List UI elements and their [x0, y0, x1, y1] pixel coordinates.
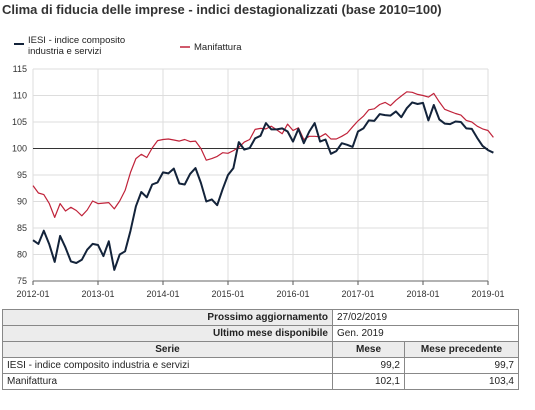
- table-header-row: Serie Mese Mese precedente: [2, 341, 519, 358]
- row-serie: IESI - indice composito industria e serv…: [2, 357, 333, 374]
- x-tick-label: 2014-01: [146, 289, 179, 299]
- gridlines: [32, 68, 489, 282]
- axes: 75 80 85 90 95 100 105 110 115 2012-01 2013-01 2014…: [12, 64, 505, 299]
- table-row: Manifattura 102,1 103,4: [2, 373, 519, 390]
- legend-label-manifattura: Manifattura: [194, 42, 242, 53]
- y-tick-label: 90: [17, 197, 27, 207]
- last-month-value: Gen. 2019: [332, 325, 519, 342]
- header-mese-precedente: Mese precedente: [404, 341, 519, 358]
- y-tick-label: 85: [17, 223, 27, 233]
- x-tick-label: 2017-01: [341, 289, 374, 299]
- x-tick-label: 2019-01: [471, 289, 504, 299]
- x-tick-label: 2018-01: [406, 289, 439, 299]
- y-tick-label: 110: [13, 91, 27, 101]
- summary-table: Prossimo aggiornamento 27/02/2019 Ultimo…: [2, 309, 519, 390]
- next-update-value: 27/02/2019: [332, 309, 519, 326]
- table-row: IESI - indice composito industria e serv…: [2, 357, 519, 374]
- series-lines: [32, 91, 494, 271]
- y-tick-label: 115: [13, 64, 27, 74]
- x-tick-label: 2013-01: [81, 289, 114, 299]
- row-serie: Manifattura: [2, 373, 333, 390]
- x-tick-label: 2012-01: [16, 289, 49, 299]
- next-update-label: Prossimo aggiornamento: [2, 309, 333, 326]
- x-tick-label: 2015-01: [211, 289, 244, 299]
- chart-title: Clima di fiducia delle imprese - indici …: [2, 2, 442, 17]
- line-chart: 75 80 85 90 95 100 105 110 115 2012-01 2013-01 2014…: [12, 35, 505, 299]
- row-mese-precedente: 99,7: [404, 357, 519, 374]
- next-update-row: Prossimo aggiornamento 27/02/2019: [2, 309, 519, 326]
- header-serie: Serie: [2, 341, 333, 358]
- series-line-iesi: [32, 101, 494, 271]
- y-tick-label: 80: [17, 250, 27, 260]
- legend: IESI - indice composito industria e serv…: [14, 35, 242, 57]
- last-month-label: Ultimo mese disponibile: [2, 325, 333, 342]
- y-tick-label: 75: [17, 276, 27, 286]
- header-mese: Mese: [332, 341, 405, 358]
- y-tick-label: 105: [12, 117, 27, 127]
- y-tick-label: 100: [12, 144, 27, 154]
- row-mese-precedente: 103,4: [404, 373, 519, 390]
- x-tick-label: 2016-01: [276, 289, 309, 299]
- legend-label-iesi-line1: IESI - indice composito: [28, 35, 125, 46]
- row-mese: 99,2: [332, 357, 405, 374]
- legend-label-iesi-line2: industria e servizi: [28, 46, 101, 57]
- row-mese: 102,1: [332, 373, 405, 390]
- series-line-manifattura: [32, 91, 494, 218]
- y-tick-label: 95: [17, 170, 27, 180]
- last-month-row: Ultimo mese disponibile Gen. 2019: [2, 325, 519, 342]
